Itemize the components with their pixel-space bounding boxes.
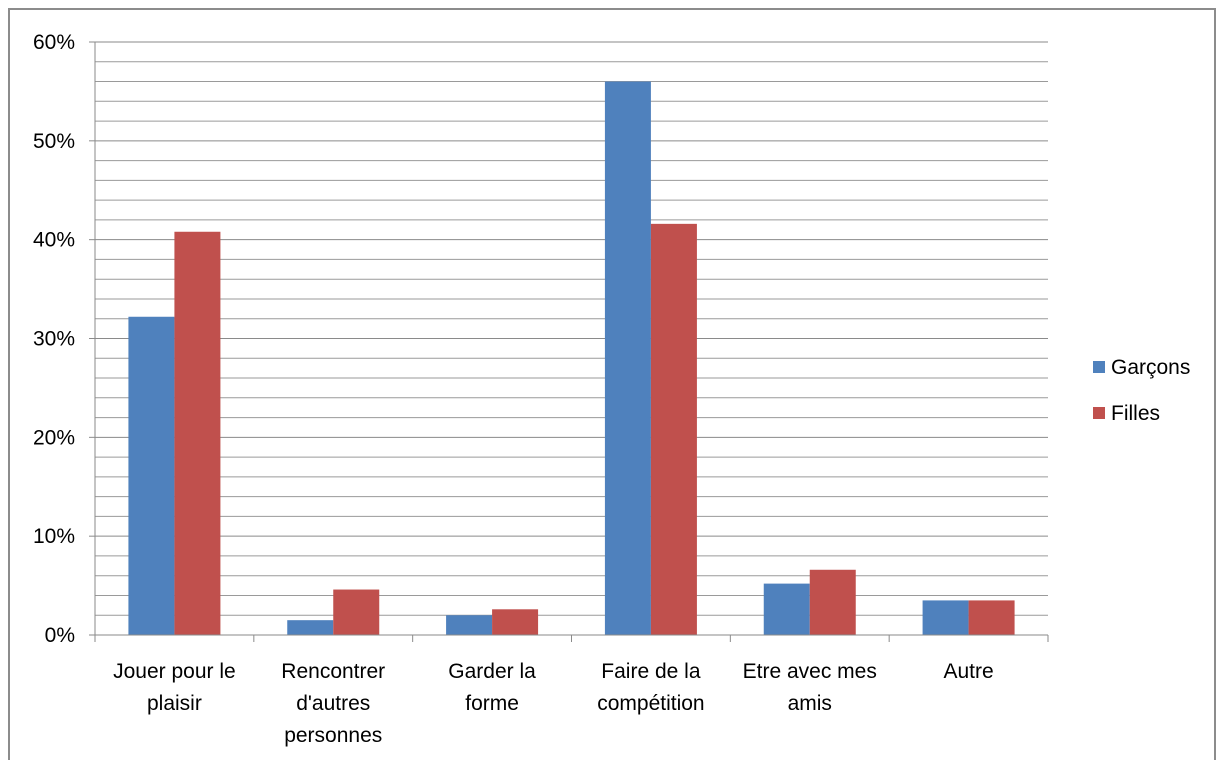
- chart-frame: [8, 8, 1216, 760]
- y-tick-label: 60%: [33, 31, 75, 54]
- category-label: Autre: [943, 660, 993, 683]
- legend-label: Garçons: [1111, 356, 1190, 379]
- bar-garons-2: [446, 615, 493, 635]
- bar-garons-0: [128, 316, 175, 635]
- category-label-line: Autre: [943, 660, 993, 683]
- category-labels: Jouer pour le plaisir Rencontrer d'autres pe…: [113, 660, 994, 747]
- category-label-line: Etre avec mes: [743, 660, 877, 683]
- bar-garons-4: [763, 583, 810, 635]
- bar-filles-4: [809, 569, 856, 635]
- bar-garons-1: [287, 620, 334, 635]
- category-label-line: compétition: [597, 692, 704, 715]
- bar-filles-3: [650, 223, 697, 635]
- y-tick-label: 20%: [33, 426, 75, 449]
- bar-garons-5: [922, 600, 969, 635]
- category-label-line: personnes: [284, 724, 382, 747]
- bars: [128, 81, 1015, 636]
- legend-label: Filles: [1111, 402, 1160, 425]
- category-label-line: Garder la: [448, 660, 536, 683]
- axes: [89, 41, 1049, 642]
- bar-filles-0: [174, 231, 221, 635]
- category-label-line: amis: [788, 692, 832, 715]
- bar-filles-1: [333, 589, 380, 635]
- legend-swatch: [1093, 407, 1105, 419]
- bar-filles-5: [968, 600, 1015, 635]
- legend: Garçons Filles: [1093, 356, 1190, 425]
- bar-garons-3: [604, 81, 651, 636]
- y-tick-labels: 0% 10% 20% 30% 40% 50% 60%: [33, 31, 75, 647]
- y-tick-label: 30%: [33, 328, 75, 351]
- category-label: Jouer pour le plaisir: [113, 660, 236, 715]
- gridlines: [95, 41, 1048, 636]
- category-label-line: plaisir: [147, 692, 202, 715]
- category-label: Etre avec mes amis: [743, 660, 877, 715]
- category-label: Faire de la compétition: [597, 660, 704, 715]
- legend-swatch: [1093, 361, 1105, 373]
- category-label: Garder la forme: [448, 660, 536, 715]
- bar-filles-2: [492, 609, 539, 635]
- category-label-line: Faire de la: [601, 660, 701, 683]
- category-label-line: d'autres: [296, 692, 370, 715]
- category-label-line: Jouer pour le: [113, 660, 236, 683]
- y-tick-label: 40%: [33, 229, 75, 252]
- category-label-line: Rencontrer: [281, 660, 385, 683]
- category-label-line: forme: [465, 692, 519, 715]
- y-tick-label: 0%: [45, 624, 75, 647]
- y-tick-label: 10%: [33, 525, 75, 548]
- y-tick-label: 50%: [33, 130, 75, 153]
- category-label: Rencontrer d'autres personnes: [281, 660, 385, 747]
